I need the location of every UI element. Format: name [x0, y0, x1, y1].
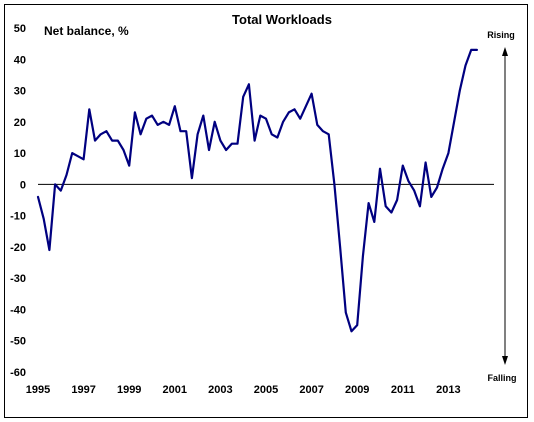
x-tick-label: 2001 [163, 384, 187, 396]
y-tick-label: -60 [10, 367, 26, 379]
x-tick-label: 2009 [345, 384, 369, 396]
y-tick-label: 50 [14, 23, 26, 35]
x-tick-label: 2005 [254, 384, 278, 396]
axes-group [38, 47, 508, 365]
arrow-down-head [502, 356, 508, 365]
y-tick-label: 0 [20, 179, 26, 191]
x-tick-label: 1997 [71, 384, 95, 396]
y-tick-label: 30 [14, 86, 26, 98]
x-tick-label: 2007 [299, 384, 323, 396]
chart-title: Total Workloads [232, 12, 332, 27]
y-tick-label: -30 [10, 273, 26, 285]
x-tick-label: 2013 [436, 384, 460, 396]
y-tick-label: -50 [10, 336, 26, 348]
falling-label: Falling [488, 373, 517, 383]
arrow-up-head [502, 47, 508, 56]
x-tick-label: 1995 [26, 384, 50, 396]
y-axis-label: Net balance, % [44, 24, 129, 38]
chart-frame [4, 4, 528, 418]
y-tick-label: 20 [14, 117, 26, 129]
x-tick-label: 2003 [208, 384, 232, 396]
rising-label: Rising [487, 30, 515, 40]
y-tick-label: -40 [10, 304, 26, 316]
y-tick-label: 10 [14, 148, 26, 160]
y-tick-label: -10 [10, 211, 26, 223]
y-tick-label: -20 [10, 242, 26, 254]
x-tick-label: 2011 [391, 384, 415, 396]
y-tick-label: 40 [14, 54, 26, 66]
series-line [36, 48, 478, 333]
x-tick-label: 1999 [117, 384, 141, 396]
series-group [36, 48, 478, 333]
